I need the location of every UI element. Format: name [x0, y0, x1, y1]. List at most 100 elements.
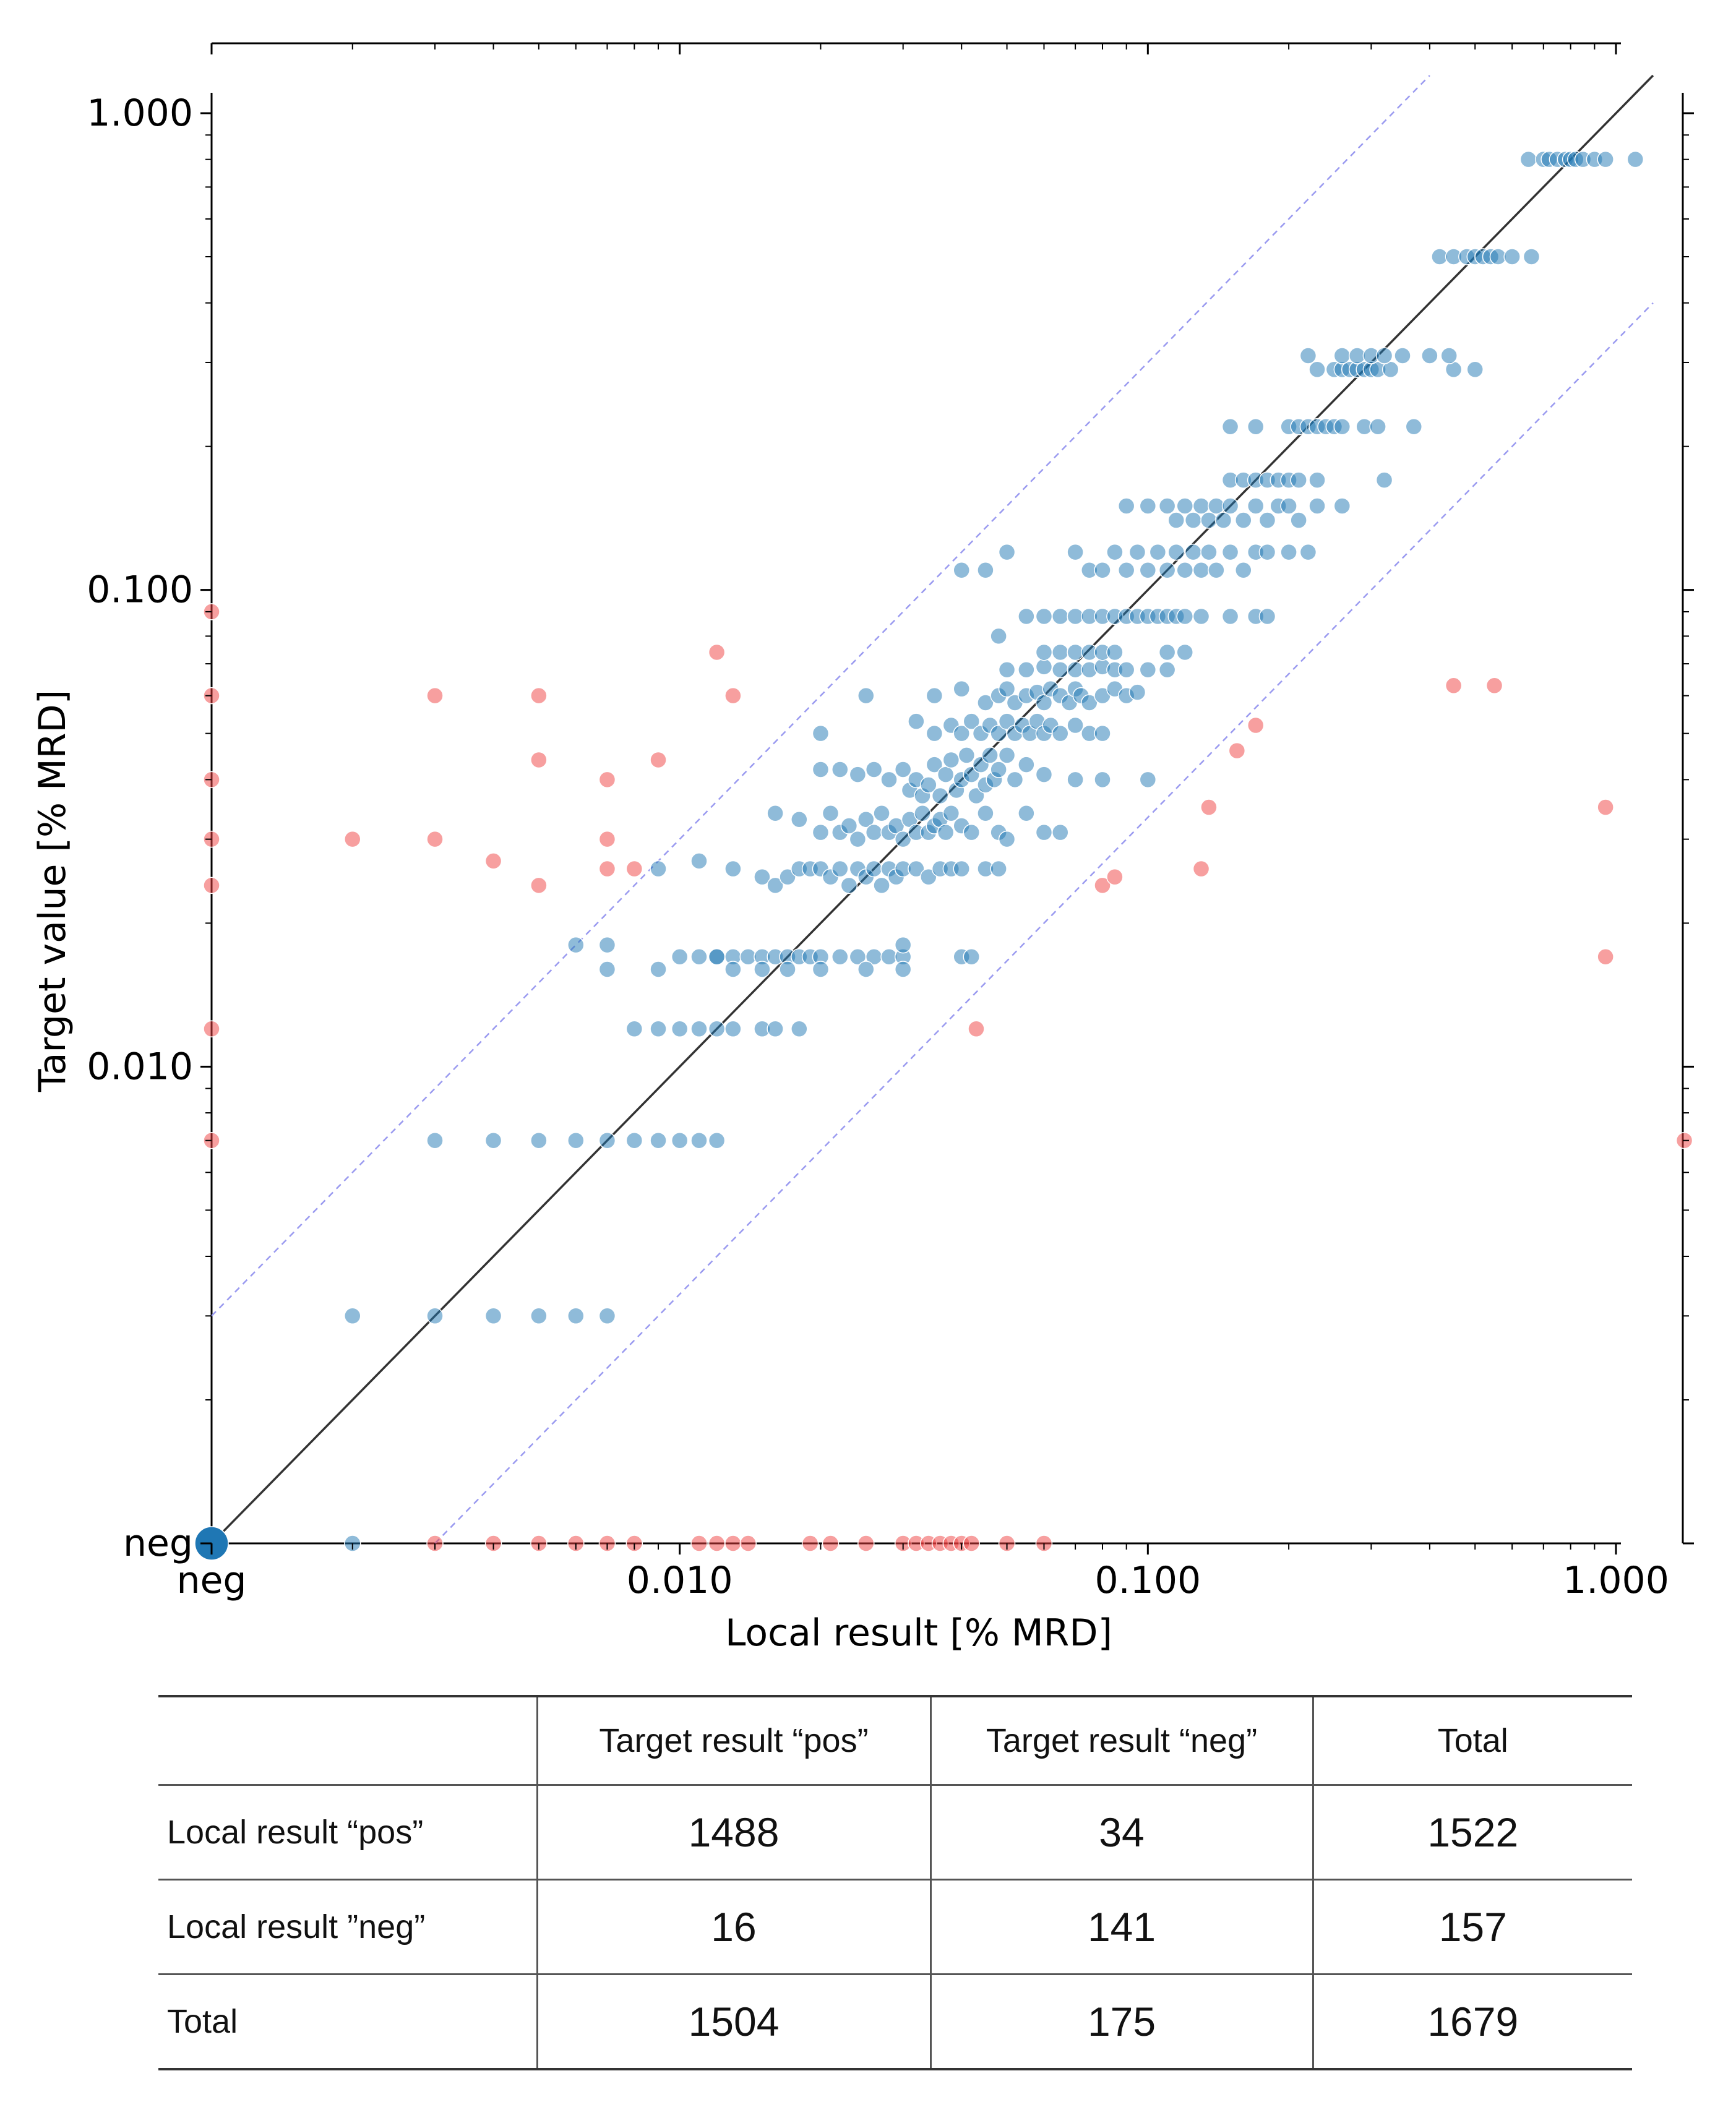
- discordant-point: [203, 877, 220, 894]
- concordant-point: [767, 804, 784, 822]
- concordant-point: [857, 810, 875, 828]
- y-axis-title: Target value [% MRD]: [31, 690, 74, 1092]
- concordant-point: [812, 823, 830, 841]
- concordant-point: [812, 761, 830, 778]
- concordant-point: [650, 860, 667, 878]
- concordant-point: [953, 562, 970, 579]
- concordant-point: [767, 877, 784, 894]
- concordant-point: [530, 1131, 548, 1149]
- concordant-point: [598, 1307, 616, 1325]
- concordant-point: [1139, 497, 1157, 515]
- concordant-point: [1214, 512, 1232, 529]
- discordant-point: [1094, 877, 1111, 894]
- concordant-point: [1308, 497, 1326, 515]
- discordant-point: [1597, 948, 1614, 966]
- concordant-point: [963, 713, 981, 730]
- concordant-point: [963, 823, 981, 841]
- concordant-point: [1369, 418, 1386, 435]
- concordant-point: [1503, 248, 1521, 265]
- concordant-point: [920, 868, 937, 886]
- x-axis-title: Local result [% MRD]: [725, 1611, 1112, 1655]
- discordant-point: [739, 1535, 757, 1552]
- concordant-point: [942, 804, 960, 822]
- x-tick-label: 0.100: [1094, 1559, 1201, 1602]
- concordant-point: [1018, 756, 1035, 773]
- concordant-point: [1176, 643, 1193, 661]
- concordant-point: [981, 747, 999, 764]
- concordant-point: [926, 687, 943, 705]
- concordant-point: [990, 761, 1007, 778]
- table-row: Total 1504 175 1679: [158, 1973, 1632, 2070]
- concordant-point: [1094, 771, 1111, 789]
- concordant-point: [1192, 497, 1210, 515]
- table-row: Local result ”neg” 16 141 157: [158, 1879, 1632, 1975]
- reference-lines: [210, 74, 1654, 1545]
- concordant-point: [865, 761, 883, 778]
- data-points: [194, 150, 1693, 1561]
- discordant-point: [963, 1535, 981, 1552]
- concordant-point: [1597, 150, 1614, 168]
- concordant-point: [754, 868, 771, 886]
- discordant-point: [1597, 799, 1614, 816]
- concordant-point: [1299, 347, 1317, 364]
- concordant-point: [625, 1131, 643, 1149]
- row-label-local-pos: Local result “pos”: [158, 1784, 537, 1881]
- concordant-point: [857, 961, 875, 978]
- row-label-total: Total: [158, 1973, 537, 2070]
- concordant-point: [708, 1131, 726, 1149]
- concordant-point: [1158, 497, 1176, 515]
- concordant-point: [1333, 347, 1351, 364]
- cell-neg-neg: 141: [929, 1879, 1313, 1975]
- concordant-point: [914, 804, 931, 822]
- cell-neg-total: 157: [1312, 1879, 1632, 1975]
- concordant-point: [1035, 694, 1053, 711]
- concordant-point: [1184, 543, 1202, 561]
- concordant-point: [894, 961, 912, 978]
- concordant-point: [873, 804, 890, 822]
- concordant-point: [1440, 347, 1458, 364]
- concordant-point: [1221, 543, 1239, 561]
- discordant-point: [1247, 716, 1265, 734]
- discordant-point: [598, 860, 616, 878]
- x-tick-label: 0.010: [627, 1559, 733, 1602]
- concordant-point: [1299, 543, 1317, 561]
- concordant-point: [1258, 512, 1276, 529]
- concordant-point: [894, 936, 912, 954]
- discordant-point: [203, 1020, 220, 1038]
- concordant-point: [1221, 607, 1239, 625]
- discordant-point: [1445, 677, 1463, 695]
- table-header-row: Target result “pos” Target result “neg” …: [158, 1695, 1632, 1786]
- concordant-point: [1167, 543, 1185, 561]
- concordant-point: [1192, 562, 1210, 579]
- concordant-point: [849, 830, 867, 848]
- concordant-point: [1375, 347, 1393, 364]
- concordant-point: [1290, 471, 1307, 489]
- concordant-point: [1139, 661, 1157, 679]
- concordant-point: [1158, 661, 1176, 679]
- concordant-point: [650, 961, 667, 978]
- concordant-point: [942, 751, 960, 769]
- header-target-pos: Target result “pos”: [536, 1695, 930, 1786]
- concordant-point: [1067, 543, 1084, 561]
- concordant-point: [920, 776, 937, 794]
- contingency-grid: Target result “pos” Target result “neg” …: [158, 1695, 1632, 2070]
- concordant-point: [958, 747, 976, 764]
- concordant-point: [1200, 543, 1218, 561]
- concordant-point: [822, 804, 840, 822]
- concordant-point: [671, 948, 689, 966]
- axis-ticks: neg 0.010 0.100 1.000 neg 0.010 0.100 1.000: [87, 43, 1694, 1602]
- concordant-point: [1247, 497, 1265, 515]
- reference-line-upper-3x-band: [211, 75, 1430, 1317]
- concordant-point: [754, 961, 771, 978]
- concordant-point: [1158, 562, 1176, 579]
- concordant-point: [998, 661, 1016, 679]
- concordant-point: [1167, 512, 1185, 529]
- concordant-point: [1200, 512, 1218, 529]
- concordant-point: [1052, 643, 1069, 661]
- concordant-point: [812, 724, 830, 742]
- concordant-point: [1208, 562, 1225, 579]
- table-row: Local result “pos” 1488 34 1522: [158, 1784, 1632, 1881]
- discordant-point: [1200, 799, 1218, 816]
- cell-grand-total: 1679: [1312, 1973, 1632, 2070]
- concordant-point: [1117, 562, 1135, 579]
